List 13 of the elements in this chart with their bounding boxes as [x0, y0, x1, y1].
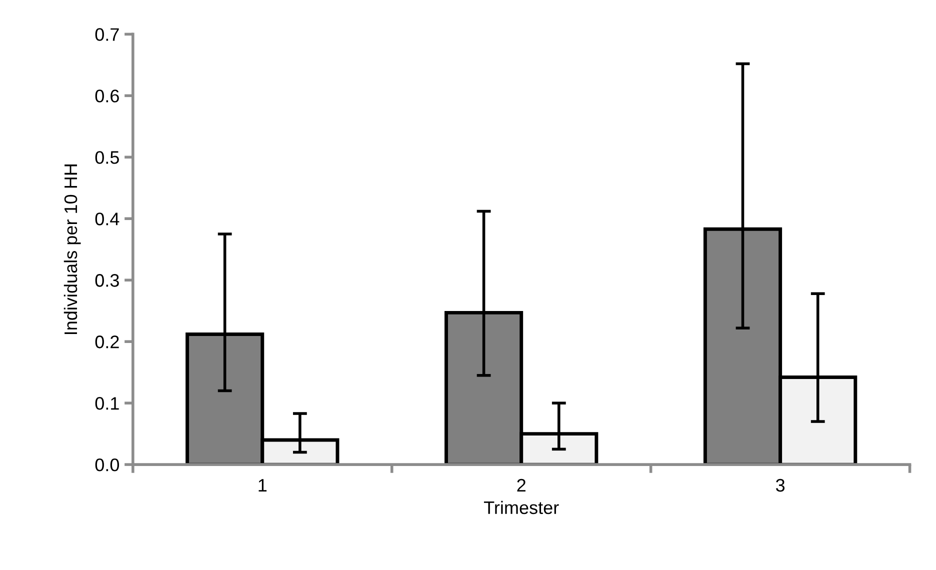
y-tick-label: 0.4 [95, 212, 120, 226]
x-tick-label: 1 [258, 479, 267, 492]
y-tick-label: 0.6 [95, 90, 119, 102]
y-tick-label: 0.3 [95, 274, 119, 287]
y-tick-label: 0.5 [95, 151, 119, 164]
x-axis-title: Trimester [484, 500, 559, 514]
y-tick-label: 0.7 [95, 28, 119, 41]
y-axis-title: Individuals per 10 HH [64, 164, 81, 334]
y-tick-label: 0.2 [95, 336, 119, 348]
y-tick-label: 0.0 [95, 458, 120, 472]
x-tick-label: 2 [517, 478, 526, 492]
x-tick-label: 3 [776, 478, 785, 492]
y-tick-label: 0.1 [95, 397, 119, 410]
